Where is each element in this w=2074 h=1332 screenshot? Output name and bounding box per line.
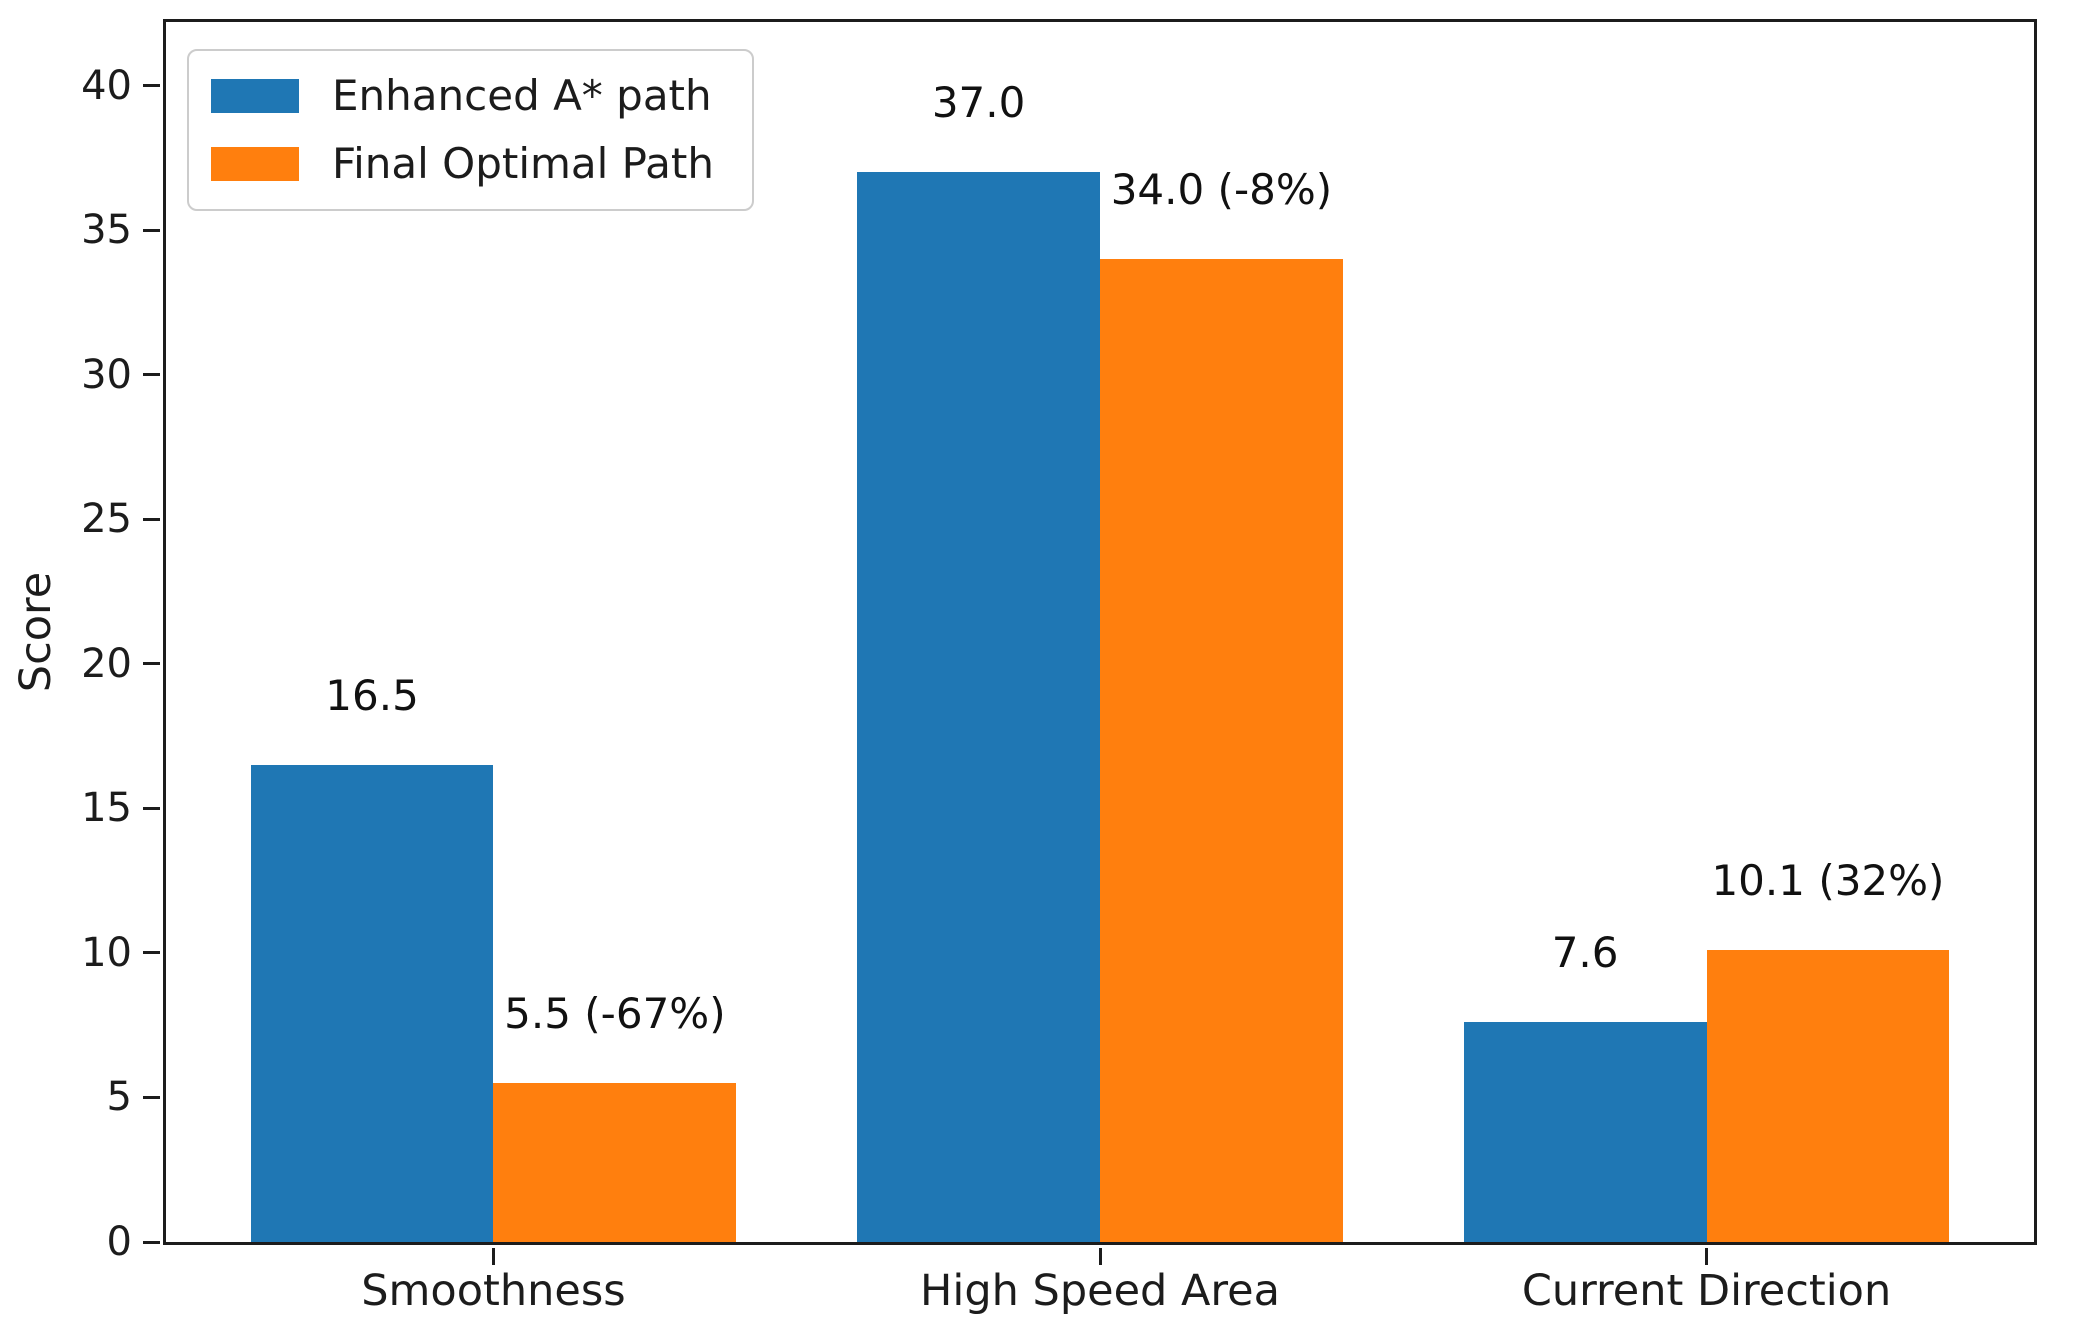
legend-label-enhanced-a-star-path: Enhanced A* path bbox=[332, 71, 712, 120]
y-tick-mark-30 bbox=[143, 373, 160, 377]
bar-label-optimal-1: 34.0 (-8%) bbox=[1110, 165, 1333, 215]
y-tick-mark-40 bbox=[143, 84, 160, 88]
x-tick-mark-0 bbox=[491, 1248, 495, 1265]
y-tick-mark-5 bbox=[143, 1095, 160, 1099]
y-tick-mark-35 bbox=[143, 228, 160, 232]
y-tick-label-40: 40 bbox=[81, 62, 132, 109]
bar-label-enhanced-0: 16.5 bbox=[325, 671, 419, 720]
bar-label-optimal-2: 10.1 (32%) bbox=[1711, 856, 1945, 906]
y-tick-label-15: 15 bbox=[81, 785, 132, 832]
legend-label-final-optimal-path: Final Optimal Path bbox=[332, 139, 714, 189]
y-tick-mark-15 bbox=[143, 806, 160, 810]
y-tick-mark-0 bbox=[143, 1240, 160, 1244]
y-tick-label-0: 0 bbox=[106, 1219, 132, 1265]
legend-item-enhanced-a-star-path: Enhanced A* path bbox=[211, 71, 714, 120]
bar-label-enhanced-1: 37.0 bbox=[931, 78, 1026, 128]
bar-optimal-2 bbox=[1706, 950, 1950, 1242]
bar-enhanced-0 bbox=[250, 765, 494, 1242]
legend: Enhanced A* path Final Optimal Path bbox=[187, 49, 754, 212]
y-tick-label-5: 5 bbox=[106, 1074, 132, 1121]
y-tick-label-10: 10 bbox=[81, 929, 132, 976]
x-tick-mark-1 bbox=[1098, 1248, 1102, 1265]
x-tick-label-2: Current Direction bbox=[1521, 1266, 1892, 1316]
y-tick-mark-10 bbox=[143, 951, 160, 955]
y-tick-label-30: 30 bbox=[81, 351, 132, 398]
bar-enhanced-1 bbox=[857, 172, 1100, 1242]
plot-area: 16.5 37.0 7.6 5.5 (-67%) 34.0 (-8%) 10.1 (32%… bbox=[81, 19, 2037, 1315]
legend-swatch-orange bbox=[211, 147, 299, 182]
y-axis-title: Score bbox=[11, 571, 61, 693]
bar-label-optimal-0: 5.5 (-67%) bbox=[504, 989, 726, 1038]
y-tick-mark-25 bbox=[143, 517, 160, 521]
bar-label-enhanced-2: 7.6 bbox=[1551, 928, 1619, 978]
y-tick-mark-20 bbox=[143, 662, 160, 666]
legend-swatch-blue bbox=[211, 79, 299, 114]
y-tick-label-20: 20 bbox=[81, 640, 132, 687]
bar-optimal-1 bbox=[1100, 259, 1343, 1242]
legend-item-final-optimal-path: Final Optimal Path bbox=[211, 139, 714, 189]
bar-enhanced-2 bbox=[1463, 1022, 1707, 1242]
x-tick-label-0: Smoothness bbox=[361, 1266, 626, 1316]
bar-optimal-0 bbox=[493, 1083, 737, 1242]
x-tick-mark-2 bbox=[1705, 1248, 1709, 1265]
y-tick-label-25: 25 bbox=[81, 496, 132, 543]
y-tick-label-35: 35 bbox=[81, 207, 132, 254]
x-tick-label-1: High Speed Area bbox=[920, 1266, 1280, 1316]
